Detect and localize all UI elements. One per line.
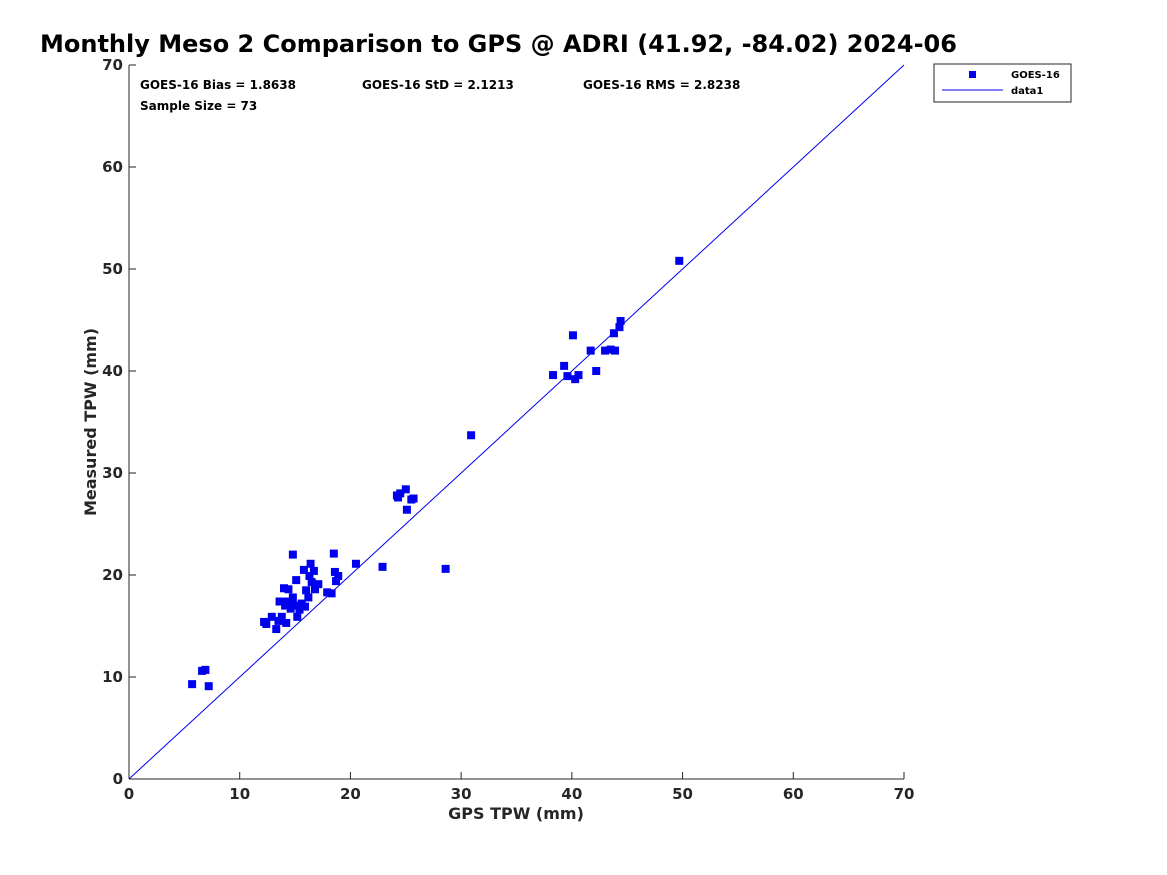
data-point-goes16: [262, 619, 271, 628]
data-point-goes16: [574, 371, 583, 380]
data-point-goes16: [396, 489, 405, 498]
data-point-goes16: [334, 572, 343, 581]
stat-std: GOES-16 StD = 2.1213: [362, 78, 514, 92]
data-point-goes16: [293, 612, 302, 621]
y-tick-label: 30: [102, 464, 123, 482]
legend-marker-goes16: [969, 71, 976, 78]
y-tick-label: 50: [102, 260, 123, 278]
data-point-goes16: [188, 680, 197, 689]
data-point-goes16: [291, 601, 300, 610]
legend-label-goes16: GOES-16: [1011, 70, 1060, 81]
axes: [128, 65, 904, 780]
data-point-goes16: [292, 576, 301, 585]
x-tick-label: 50: [672, 785, 693, 803]
data-point-goes16: [571, 375, 580, 384]
data-point-goes16: [301, 602, 310, 611]
data-point-goes16: [332, 577, 341, 586]
data-point-goes16: [280, 584, 288, 593]
data-point-goes16: [272, 625, 281, 634]
data-point-goes16: [615, 323, 624, 332]
data-point-goes16: [329, 549, 338, 558]
data-point-goes16: [351, 559, 360, 568]
data-point-goes16: [611, 346, 620, 355]
data-point-goes16: [281, 601, 290, 610]
data-point-goes16: [201, 665, 210, 674]
legend-box: [933, 63, 1072, 103]
data-point-goes16: [401, 485, 410, 494]
data-point-goes16: [204, 682, 213, 691]
data-point-goes16: [283, 597, 292, 606]
data-point-goes16: [467, 431, 476, 440]
data-point-goes16: [288, 550, 297, 559]
data-point-goes16: [330, 567, 339, 576]
x-tick-label: 40: [561, 785, 582, 803]
y-tick-label: 40: [102, 362, 123, 380]
data-point-goes16: [267, 612, 276, 621]
y-tick-label: 0: [113, 770, 123, 788]
data-point-goes16: [601, 346, 610, 355]
data-point-goes16: [586, 346, 595, 355]
data-point-goes16: [302, 586, 311, 595]
legend-label-data1: data1: [1011, 86, 1043, 97]
data-point-goes16: [306, 559, 315, 568]
data-point-goes16: [609, 329, 618, 338]
x-tick-label: 30: [451, 785, 472, 803]
stat-rms: GOES-16 RMS = 2.8238: [583, 78, 740, 92]
x-tick-label: 0: [124, 785, 134, 803]
reference-line-group: [128, 64, 905, 780]
data-point-goes16: [307, 578, 316, 587]
data-point-goes16: [441, 564, 450, 573]
data-point-goes16: [675, 256, 684, 265]
data-point-goes16: [305, 572, 314, 581]
data-point-goes16: [282, 618, 291, 627]
y-tick-label: 20: [102, 566, 123, 584]
data-point-goes16: [327, 589, 336, 598]
data-point-goes16: [592, 367, 601, 375]
data-point-goes16: [549, 371, 558, 380]
data-point-goes16: [286, 604, 295, 613]
x-tick-label: 10: [229, 785, 250, 803]
data-point-goes16: [563, 372, 572, 381]
scatter-points: [188, 256, 684, 691]
data-point-goes16: [409, 494, 418, 503]
data-point-goes16: [309, 566, 318, 575]
y-tick-label: 70: [102, 56, 123, 74]
chart-title: Monthly Meso 2 Comparison to GPS @ ADRI …: [40, 30, 957, 58]
data-point-goes16: [378, 562, 387, 571]
ticks: 0 10 20 30 40 50 60 70 0 10 20 30 40 50 60 70: [102, 56, 914, 803]
legend: GOES-16 data1: [933, 63, 1072, 103]
y-axis-label: Measured TPW (mm): [81, 328, 100, 516]
data-point-goes16: [288, 593, 297, 602]
data-point-goes16: [274, 616, 283, 625]
data-point-goes16: [311, 585, 319, 594]
x-tick-label: 70: [894, 785, 915, 803]
data-point-goes16: [284, 585, 293, 594]
data-point-goes16: [323, 588, 332, 597]
data-point-goes16: [275, 597, 284, 606]
y-tick-label: 60: [102, 158, 123, 176]
data-point-goes16: [304, 593, 313, 602]
data-point-goes16: [402, 505, 411, 514]
data-point-goes16: [616, 317, 625, 326]
data-point-goes16: [277, 612, 286, 621]
stat-sample-size: Sample Size = 73: [140, 99, 257, 113]
x-axis-label: GPS TPW (mm): [448, 804, 584, 823]
data-point-goes16: [560, 361, 569, 370]
data-point-goes16: [295, 605, 304, 614]
x-tick-label: 60: [783, 785, 804, 803]
data-point-goes16: [568, 331, 577, 340]
stat-bias: GOES-16 Bias = 1.8638: [140, 78, 296, 92]
y-tick-label: 10: [102, 668, 123, 686]
x-tick-label: 20: [340, 785, 361, 803]
data-point-goes16: [394, 493, 403, 502]
data-point-goes16: [314, 580, 323, 589]
data-point-goes16: [299, 565, 308, 574]
data-point-goes16: [606, 345, 615, 354]
series-line-data1: [128, 64, 905, 780]
